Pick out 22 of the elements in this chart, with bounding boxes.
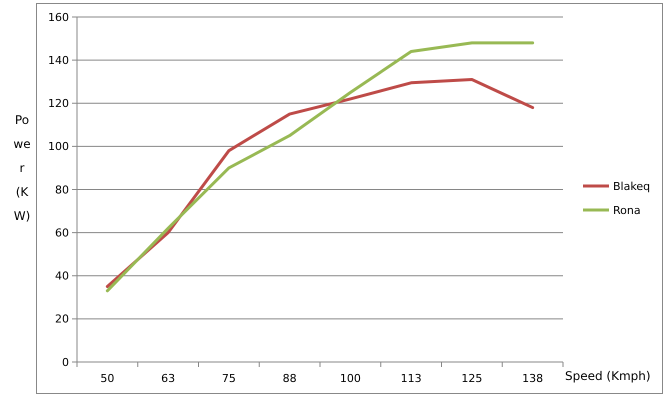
y-tick-label: 80: [55, 183, 69, 196]
x-tick-label: 50: [100, 372, 114, 385]
y-tick-label: 120: [48, 97, 69, 110]
x-tick-label: 100: [340, 372, 361, 385]
y-tick-label: 140: [48, 54, 69, 67]
y-tick-label: 160: [48, 10, 69, 24]
x-tick-label: 113: [400, 372, 422, 385]
y-tick-label: 100: [48, 140, 69, 154]
x-tick-label: 138: [522, 372, 544, 385]
x-tick-label: 75: [222, 372, 236, 385]
y-tick-label: 60: [55, 226, 69, 240]
y-axis-title: Power (KW): [13, 113, 31, 223]
y-tick-label: 40: [55, 270, 69, 283]
legend-label: Rona: [613, 204, 641, 217]
x-tick-label: 88: [282, 372, 297, 385]
y-tick-label: 0: [62, 356, 69, 369]
x-axis-title: Speed (Kmph): [565, 369, 651, 383]
y-tick-label: 20: [55, 312, 69, 326]
x-tick-label: 125: [461, 372, 482, 385]
line-series: [106, 41, 534, 292]
legend-label: Blakeq: [613, 180, 650, 193]
x-tick-label: 63: [161, 372, 176, 385]
